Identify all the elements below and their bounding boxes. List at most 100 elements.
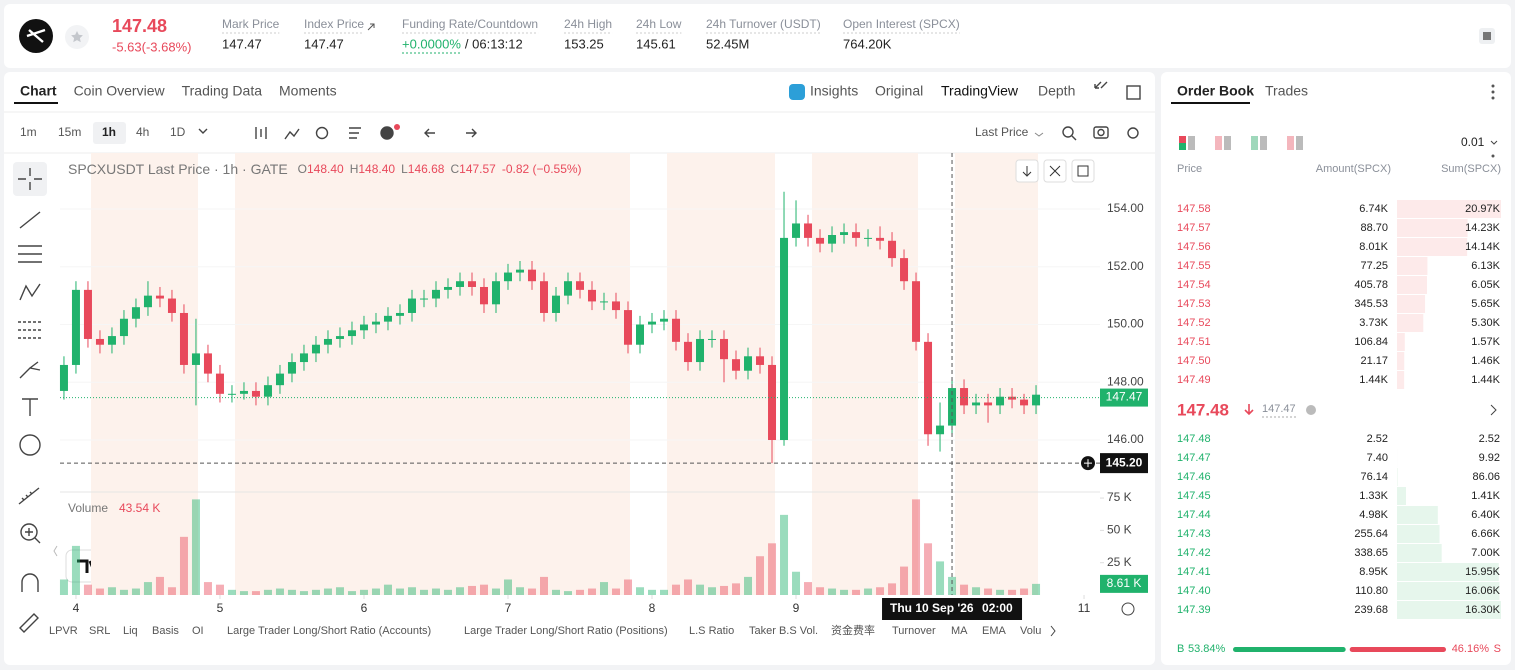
- volume-bar: [371, 588, 380, 595]
- candle-body: [131, 307, 140, 319]
- stat-label: Mark Price: [222, 17, 280, 31]
- ob-amount: 338.65: [1354, 547, 1388, 559]
- indicator-tab[interactable]: L.S Ratio: [689, 625, 734, 637]
- ob-price: 147.49: [1177, 374, 1211, 386]
- down-arrow: [1244, 404, 1254, 416]
- volume-bar: [383, 584, 392, 595]
- volume-bar: [1032, 583, 1041, 595]
- depth-bar: [1397, 295, 1426, 313]
- ob-amount: 4.98K: [1359, 509, 1388, 521]
- chart-legend: SPCXUSDT Last Price · 1h · GATE O148.40 H1…: [68, 161, 582, 177]
- indicator-tab[interactable]: OI: [192, 625, 204, 637]
- drawing-tools: [13, 162, 47, 633]
- volume-bar: [624, 579, 633, 595]
- volume-bar: [720, 585, 729, 595]
- candle-body: [239, 390, 248, 394]
- interval[interactable]: 1h: [102, 125, 116, 139]
- interval[interactable]: 1D: [170, 125, 186, 139]
- volume-bar: [563, 591, 572, 595]
- view-tab[interactable]: TradingView: [941, 83, 1019, 99]
- funding-rate: +0.0000%: [402, 36, 461, 51]
- ob-precision[interactable]: 0.01: [1461, 135, 1485, 149]
- indicator-tab[interactable]: Turnover: [892, 625, 936, 637]
- candle-body: [275, 373, 284, 386]
- collapse-arrow[interactable]: [53, 545, 58, 557]
- indicator-tab[interactable]: Volu: [1020, 625, 1041, 637]
- crosshair-price-box: [1100, 453, 1148, 474]
- ob-sum: 20.97K: [1465, 203, 1501, 215]
- ai-icon: [789, 84, 805, 100]
- volume-tick-label: 75 K: [1107, 490, 1132, 504]
- volume-bar: [287, 589, 296, 595]
- ob-tab[interactable]: Order Book: [1177, 83, 1254, 99]
- candle-body: [804, 223, 813, 238]
- interval[interactable]: 15m: [58, 125, 81, 139]
- x-tick-label: 7: [505, 601, 512, 615]
- stat-value: 764.20K: [843, 36, 892, 51]
- indicator-tab[interactable]: 资金费率: [831, 623, 875, 637]
- candle-body: [684, 341, 693, 363]
- indicator-next[interactable]: [1050, 625, 1056, 637]
- volume-bar: [143, 582, 152, 595]
- indicator-tab[interactable]: Basis: [152, 625, 179, 637]
- volume-bar: [792, 571, 801, 595]
- indicator-tab[interactable]: Taker B.S Vol.: [749, 625, 818, 637]
- ob-expand[interactable]: [1490, 404, 1497, 416]
- candle-body: [395, 312, 404, 316]
- view-tab[interactable]: Original: [875, 83, 923, 99]
- candle-body: [996, 396, 1005, 406]
- stat-value: 153.25: [564, 36, 604, 51]
- price-type[interactable]: Last Price: [975, 125, 1029, 139]
- chart-tab[interactable]: Chart: [20, 83, 57, 99]
- volume-bar: [888, 583, 897, 595]
- candle-body: [1020, 399, 1029, 406]
- candle-body: [455, 281, 464, 287]
- ob-amount: 239.68: [1354, 604, 1388, 616]
- chart-tab[interactable]: Trading Data: [182, 83, 263, 99]
- ob-price: 147.47: [1177, 452, 1211, 464]
- indicator-tab[interactable]: MA: [951, 625, 968, 637]
- candle-body: [876, 237, 885, 241]
- notify-dot: [394, 124, 400, 130]
- interval[interactable]: 1m: [20, 125, 37, 139]
- interval[interactable]: 4h: [136, 125, 149, 139]
- candle-body: [467, 281, 476, 287]
- ratio-buy-bar: [1233, 647, 1346, 652]
- volume-bar: [576, 589, 584, 595]
- view-tab[interactable]: Depth: [1038, 83, 1075, 99]
- volume-bar: [251, 591, 260, 595]
- volume-bar: [972, 587, 981, 595]
- axis-settings[interactable]: [1121, 602, 1135, 616]
- stat-value: 147.47: [304, 36, 344, 51]
- depth-bar: [1397, 371, 1405, 389]
- ob-sum: 9.92: [1479, 452, 1500, 464]
- ratio-buy: 53.84%: [1188, 643, 1226, 655]
- depth-bar: [1397, 219, 1468, 237]
- indicator-tab[interactable]: Large Trader Long/Short Ratio (Positions…: [464, 625, 668, 637]
- ob-tab[interactable]: Trades: [1265, 83, 1308, 99]
- indicator-tab[interactable]: LPVR: [49, 625, 78, 637]
- info-icon: [1306, 405, 1316, 415]
- depth-bar: [1397, 487, 1406, 505]
- indicator-tab[interactable]: Large Trader Long/Short Ratio (Accounts): [227, 625, 431, 637]
- chart-tab[interactable]: Moments: [279, 83, 337, 99]
- ob-price: 147.52: [1177, 317, 1211, 329]
- depth-bar: [1397, 276, 1428, 294]
- stat-label: Index Price: [304, 17, 364, 31]
- volume-bar: [527, 588, 536, 595]
- chart-tab[interactable]: Coin Overview: [74, 83, 166, 99]
- indicator-tab[interactable]: Liq: [123, 625, 138, 637]
- ob-sum: 7.00K: [1471, 547, 1500, 559]
- book-icon: [1483, 32, 1491, 40]
- candle-body: [972, 402, 981, 406]
- ob-amount: 88.70: [1360, 222, 1388, 234]
- indicator-tab[interactable]: EMA: [982, 625, 1007, 637]
- x-tick-label: 4: [73, 601, 80, 615]
- depth-bar: [1397, 352, 1405, 370]
- volume-bar: [479, 584, 488, 595]
- volume-bar: [648, 589, 657, 595]
- depth-bar: [1397, 333, 1405, 351]
- view-tab[interactable]: Insights: [810, 83, 858, 99]
- indicator-tab[interactable]: SRL: [89, 625, 110, 637]
- ob-amount: 255.64: [1354, 528, 1388, 540]
